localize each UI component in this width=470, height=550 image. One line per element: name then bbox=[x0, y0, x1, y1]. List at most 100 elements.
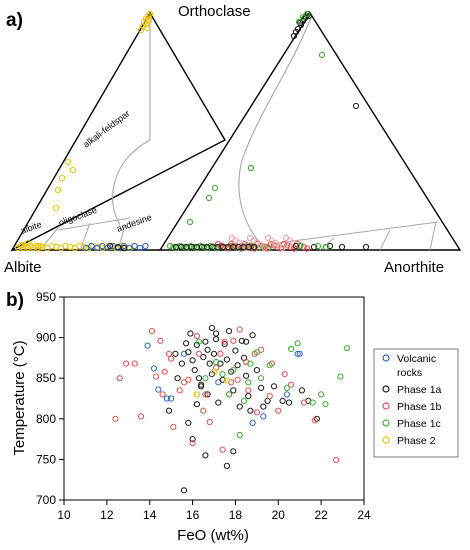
data-point bbox=[236, 326, 243, 333]
data-point bbox=[288, 345, 295, 353]
data-point bbox=[195, 375, 203, 382]
data-point bbox=[185, 349, 192, 356]
ternary-point bbox=[284, 242, 291, 249]
data-point bbox=[202, 338, 209, 345]
data-point bbox=[219, 371, 226, 378]
data-point bbox=[300, 399, 308, 406]
data-point bbox=[232, 347, 239, 354]
data-point bbox=[258, 375, 265, 382]
ternary-point bbox=[362, 243, 370, 251]
data-point bbox=[343, 345, 350, 352]
vertex-albite: Albite bbox=[4, 259, 42, 276]
data-point bbox=[180, 487, 188, 494]
data-point bbox=[168, 355, 175, 362]
ternary-point bbox=[303, 10, 311, 18]
data-point bbox=[163, 395, 170, 402]
legend-marker bbox=[382, 436, 390, 444]
ternary-point bbox=[99, 242, 106, 250]
data-point bbox=[112, 415, 119, 422]
data-point bbox=[150, 365, 158, 372]
ternary-point bbox=[106, 242, 114, 250]
data-point bbox=[221, 338, 228, 345]
ternary-point bbox=[177, 242, 184, 250]
data-point bbox=[311, 417, 318, 424]
data-point bbox=[187, 330, 194, 337]
ternary-right-field-line bbox=[261, 221, 439, 246]
data-point bbox=[189, 440, 196, 447]
x-tick-label: 22 bbox=[314, 508, 328, 522]
ternary-point bbox=[292, 242, 300, 250]
data-point bbox=[223, 462, 230, 469]
data-point bbox=[322, 401, 329, 408]
data-point bbox=[283, 384, 290, 391]
data-point bbox=[198, 383, 205, 390]
data-point bbox=[294, 350, 301, 357]
legend-label-line2: rocks bbox=[397, 367, 422, 379]
ternary-point bbox=[264, 245, 271, 252]
ternary-point bbox=[187, 242, 194, 250]
ternary-point bbox=[299, 13, 307, 21]
ternary-point bbox=[304, 245, 311, 252]
ternary-point bbox=[180, 243, 187, 251]
data-point bbox=[245, 393, 252, 400]
axis-ticks: 10 12 14 16 18 20 22 24 700 750 800 850 900 950 bbox=[36, 290, 371, 522]
data-point bbox=[213, 358, 220, 366]
ternary-point bbox=[170, 243, 177, 251]
legend-marker bbox=[382, 385, 390, 393]
ternary-point bbox=[318, 51, 326, 59]
ternary-point bbox=[18, 241, 26, 249]
data-point bbox=[337, 373, 344, 380]
data-point bbox=[191, 367, 198, 374]
data-point bbox=[240, 397, 248, 404]
ternary-point bbox=[58, 174, 66, 182]
data-point bbox=[176, 387, 183, 394]
ternary-point bbox=[322, 243, 330, 251]
data-point bbox=[195, 350, 203, 357]
ternary-right-field-curve bbox=[238, 13, 311, 246]
data-point bbox=[165, 350, 173, 357]
panel-a-label: a) bbox=[6, 10, 23, 31]
ternary-point bbox=[310, 243, 318, 251]
ternary-point bbox=[250, 243, 258, 251]
ternary-point bbox=[146, 10, 154, 18]
ternary-point bbox=[64, 158, 72, 166]
data-point bbox=[270, 383, 278, 390]
ternary-point bbox=[131, 242, 138, 250]
ternary-point bbox=[295, 18, 303, 26]
ternary-point bbox=[261, 244, 268, 252]
data-point bbox=[195, 338, 203, 345]
ternary-point bbox=[247, 164, 255, 172]
y-tick-label: 850 bbox=[36, 371, 56, 385]
data-point bbox=[155, 386, 162, 393]
y-axis-title: Temperature (°C) bbox=[11, 340, 28, 455]
data-point bbox=[165, 407, 173, 414]
x-tick-label: 18 bbox=[229, 508, 243, 522]
data-point bbox=[189, 436, 196, 443]
ternary-point bbox=[93, 244, 100, 252]
ternary-point bbox=[142, 20, 150, 28]
ternary-point bbox=[205, 194, 213, 202]
legend: Volcanic rocks Phase 1a Phase 1b Phase 1c Pha… bbox=[373, 348, 459, 458]
ternary-point bbox=[120, 242, 127, 250]
data-point bbox=[225, 391, 233, 398]
data-point bbox=[249, 419, 256, 426]
data-point bbox=[144, 342, 151, 349]
data-point bbox=[275, 407, 282, 414]
ternary-point bbox=[143, 24, 151, 32]
y-tick-label: 700 bbox=[36, 493, 56, 507]
ternary-point bbox=[166, 242, 174, 250]
field-albite: albite bbox=[19, 219, 43, 236]
ternary-points bbox=[14, 10, 370, 252]
field-alkali-feldspar: alkali-feldspar bbox=[81, 108, 131, 149]
ternary-point bbox=[137, 26, 145, 34]
data-point bbox=[159, 391, 166, 398]
ternary-point bbox=[190, 243, 197, 251]
data-point bbox=[172, 350, 179, 357]
data-point bbox=[234, 362, 241, 369]
data-point bbox=[243, 338, 250, 345]
data-point bbox=[260, 403, 267, 410]
data-point bbox=[168, 395, 175, 402]
data-point bbox=[296, 350, 303, 357]
ternary-point bbox=[352, 102, 360, 110]
